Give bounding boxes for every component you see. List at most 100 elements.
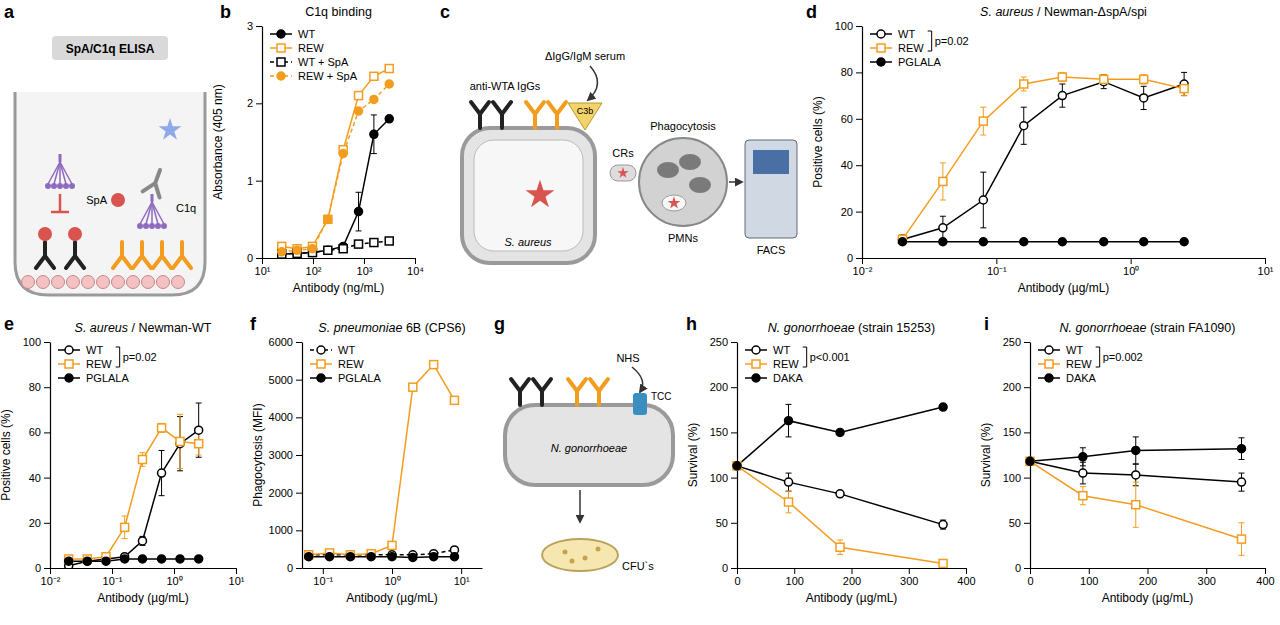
antibody xyxy=(66,242,84,268)
error-bar xyxy=(786,404,792,437)
c1q-arm xyxy=(152,202,164,224)
data-point xyxy=(324,215,332,223)
data-point xyxy=(138,537,146,545)
error-bar xyxy=(1080,487,1086,505)
error-bar xyxy=(1239,523,1245,556)
legend-item: PGLALA xyxy=(310,372,381,384)
x-tick: 100 xyxy=(786,568,804,587)
x-tick: 0 xyxy=(734,568,740,587)
data-point xyxy=(1058,92,1066,100)
italic-part: S. pneumoniae xyxy=(318,321,402,335)
p-value: p=0.02 xyxy=(935,35,969,47)
x-tick-label: 10⁴ xyxy=(407,265,424,277)
y-tick-label: 2 xyxy=(247,97,253,109)
chart-title: C1q binding xyxy=(305,5,372,19)
y-tick-mark xyxy=(296,455,302,456)
antibody-shape xyxy=(568,379,586,405)
legend-marker xyxy=(277,30,285,38)
x-tick-label: 10⁻¹ xyxy=(987,265,1007,277)
chart-title: S. aureus / Newman-WT xyxy=(75,321,212,335)
data-point xyxy=(370,239,378,247)
y-tick: 0 xyxy=(722,562,737,574)
error-bar xyxy=(139,453,145,467)
label: S. aureus xyxy=(504,236,552,248)
y-tick-label: 1000 xyxy=(269,524,293,536)
error-bar xyxy=(1101,75,1107,89)
panel-letter: d xyxy=(806,2,817,22)
x-tick: 200 xyxy=(843,568,861,587)
spa-bound xyxy=(68,227,82,241)
x-axis: 10⁻¹10⁰10¹ xyxy=(303,568,483,587)
legend-label: WT xyxy=(773,344,790,356)
italic-part: N. gonorrhoeae xyxy=(1060,321,1147,335)
y-tick-mark xyxy=(731,342,737,343)
data-point xyxy=(409,383,417,391)
data-point xyxy=(195,440,203,448)
error-bar xyxy=(940,216,946,239)
y-tick: 80 xyxy=(841,66,862,78)
y-tick-label: 0 xyxy=(35,562,41,574)
italic-part: S. aureus xyxy=(980,5,1034,19)
y-tick-mark xyxy=(296,380,302,381)
c1q-stalk xyxy=(59,154,62,162)
x-tick: 10¹ xyxy=(1258,258,1274,277)
data-point xyxy=(176,437,184,445)
y-tick-mark xyxy=(856,119,862,120)
legend-marker xyxy=(752,374,760,382)
label: ΔIgG/IgM serum xyxy=(545,50,625,62)
legend-item: REW xyxy=(745,358,799,370)
y-axis-line xyxy=(302,343,303,569)
x-tick-label: 200 xyxy=(843,575,861,587)
y-tick: 150 xyxy=(710,426,737,438)
error-bar xyxy=(1059,84,1065,107)
facs-machine xyxy=(745,140,797,238)
y-tick-mark xyxy=(856,26,862,27)
panel-letter: a xyxy=(4,2,15,22)
label: anti-WTA IgGs xyxy=(470,80,541,92)
y-tick-mark xyxy=(731,568,737,569)
data-point xyxy=(121,523,129,531)
legend-label: PGLALA xyxy=(338,372,381,384)
legend-marker xyxy=(752,360,760,368)
y-tick-mark xyxy=(1024,478,1030,479)
legend-label: WT + SpA xyxy=(298,56,349,68)
x-axis-line xyxy=(863,258,1266,259)
antigen xyxy=(67,276,80,289)
y-tick: 200 xyxy=(710,381,737,393)
x-tick-mark xyxy=(1265,568,1266,574)
y-tick: 150 xyxy=(1003,426,1030,438)
x-tick: 10² xyxy=(306,258,322,277)
x-tick: 10⁰ xyxy=(1123,258,1139,277)
antibody-shape xyxy=(113,242,131,268)
legend-marker xyxy=(65,374,73,382)
panel-letter: c xyxy=(440,2,450,22)
x-tick-mark xyxy=(174,568,175,574)
text-part: / Newman-WT xyxy=(128,321,212,335)
error-bar xyxy=(196,403,202,457)
c1q-arm xyxy=(48,162,60,184)
y-tick: 20 xyxy=(841,206,862,218)
data-point xyxy=(898,238,906,246)
data-point xyxy=(324,246,332,254)
legend-item: REW xyxy=(270,42,324,54)
data-point xyxy=(939,559,947,567)
legend-marker xyxy=(877,44,885,52)
c1q xyxy=(45,154,75,189)
x-tick: 10¹ xyxy=(255,258,271,277)
antigen xyxy=(127,276,140,289)
y-tick: 100 xyxy=(710,472,737,484)
error-bar xyxy=(786,491,792,513)
data-point xyxy=(83,557,91,565)
panel-letter: g xyxy=(494,314,505,334)
legend-item: WT xyxy=(1038,344,1083,356)
error-bar xyxy=(1133,482,1139,527)
text-part: / Newman-ΔspA/spi xyxy=(1034,5,1147,19)
y-tick-mark xyxy=(296,342,302,343)
error-bar xyxy=(1101,75,1107,84)
antibody-shape xyxy=(471,102,489,128)
x-tick-mark xyxy=(1131,258,1132,264)
data-point xyxy=(1058,73,1066,81)
y-tick-mark xyxy=(296,493,302,494)
x-axis-line xyxy=(263,258,416,259)
y-tick-mark xyxy=(256,181,262,182)
